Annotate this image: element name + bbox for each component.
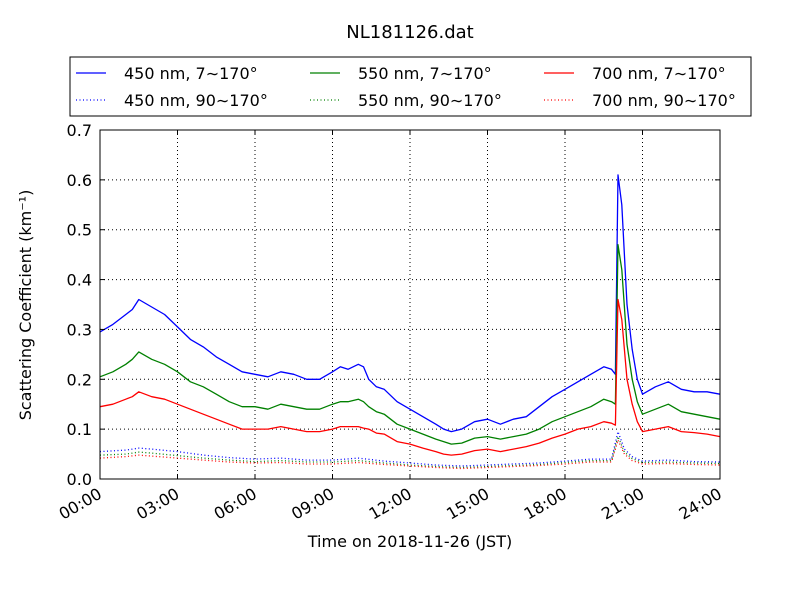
y-axis-label: Scattering Coefficient (km⁻¹) [16, 190, 35, 421]
series-line-450-nm-7-170 [99, 174, 721, 433]
y-tick-label: 0.0 [67, 470, 92, 489]
series-line-550-nm-7-170 [99, 244, 721, 445]
plot-lines [99, 174, 721, 470]
legend-label: 700 nm, 90∼170° [592, 91, 736, 110]
series-line-450-nm-90-170-dotted [99, 430, 721, 467]
legend-label: 550 nm, 90∼170° [358, 91, 502, 110]
y-tick-label: 0.4 [67, 271, 92, 290]
legend-label: 450 nm, 7∼170° [124, 64, 258, 83]
legend: 450 nm, 7∼170° 550 nm, 7∼170° 700 nm, 7∼17… [69, 56, 752, 117]
legend-box [69, 56, 752, 117]
x-axis-label: Time on 2018-11-26 (JST) [307, 532, 512, 551]
y-tick-label: 0.7 [67, 121, 92, 140]
series-line-700-nm-90-170-dotted [99, 439, 721, 470]
series-line-700-nm-7-170 [99, 298, 721, 456]
y-tick-label: 0.3 [67, 320, 92, 339]
legend-label: 550 nm, 7∼170° [358, 64, 492, 83]
y-tick-label: 0.5 [67, 221, 92, 240]
y-tick-label: 0.6 [67, 171, 92, 190]
series-line-550-nm-90-170-dotted [99, 435, 721, 469]
legend-label: 700 nm, 7∼170° [592, 64, 726, 83]
axis-ticks [99, 129, 721, 480]
chart-title: NL181126.dat [346, 22, 473, 43]
y-tick-label: 0.1 [67, 420, 92, 439]
y-tick-labels: 0.0 0.1 0.2 0.3 0.4 0.5 0.6 0.7 [67, 121, 92, 489]
y-tick-label: 0.2 [67, 370, 92, 389]
legend-label: 450 nm, 90∼170° [124, 91, 268, 110]
